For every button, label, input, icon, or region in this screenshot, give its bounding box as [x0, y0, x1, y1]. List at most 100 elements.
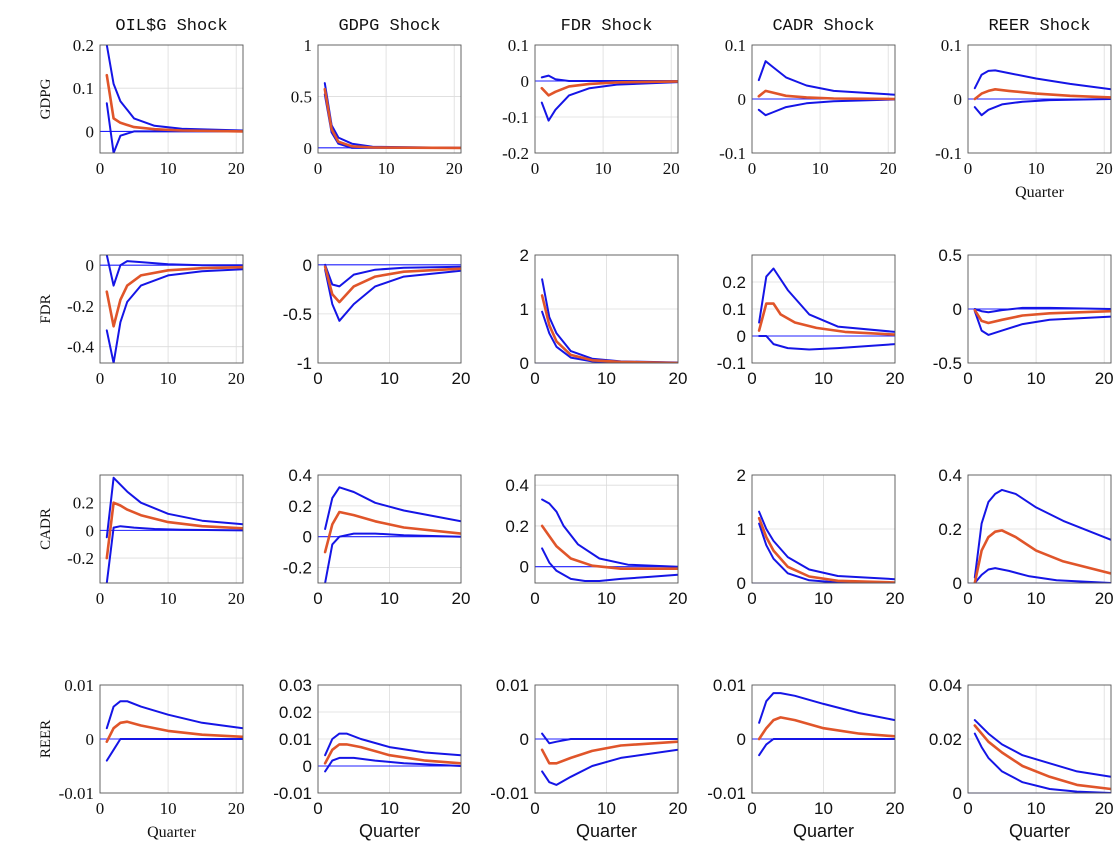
- x-axis-label: Quarter: [359, 821, 420, 841]
- upper-band-line: [758, 267, 895, 333]
- y-tick-label: 0: [86, 521, 95, 540]
- x-tick-label: 20: [228, 159, 245, 178]
- x-tick-label: 20: [446, 159, 463, 178]
- x-tick-label: 20: [886, 799, 905, 818]
- upper-band-line: [758, 692, 895, 724]
- panel-r1-c1: -1 -0.5 0 0 10 20: [283, 254, 470, 388]
- x-tick-label: 20: [452, 589, 471, 608]
- y-tick-label: 0.2: [288, 497, 312, 516]
- x-tick-label: 20: [1095, 369, 1114, 388]
- x-tick-label: 10: [814, 589, 833, 608]
- y-tick-label: 2: [520, 246, 529, 265]
- panel-r0-c3: -0.100.10 10 20: [719, 36, 897, 178]
- y-tick-label: 0.5: [938, 246, 962, 265]
- x-tick-label: 0: [96, 589, 105, 608]
- y-tick-label: 0.01: [713, 676, 746, 695]
- y-tick-label: 0.4: [505, 476, 529, 495]
- y-tick-label: 0: [86, 122, 95, 141]
- lower-band-line: [973, 567, 1111, 583]
- y-tick-label: 0.2: [73, 36, 94, 55]
- median-response-line: [323, 743, 461, 765]
- median-response-line: [973, 88, 1111, 101]
- y-tick-label: -0.01: [59, 784, 94, 803]
- median-response-line: [323, 87, 461, 150]
- y-tick-label: 0.1: [941, 36, 962, 55]
- lower-band-line: [541, 748, 678, 786]
- median-response-line: [757, 716, 895, 741]
- lower-band-line: [105, 525, 243, 583]
- column-title-3: CADR Shock: [772, 17, 874, 36]
- x-tick-label: 10: [380, 369, 399, 388]
- upper-band-line: [973, 719, 1111, 778]
- y-tick-label: 0.01: [279, 730, 312, 749]
- x-tick-label: 10: [160, 799, 177, 818]
- x-tick-label: 20: [886, 589, 905, 608]
- upper-band-line: [973, 488, 1111, 579]
- x-tick-label: 20: [880, 159, 897, 178]
- y-tick-label: -0.1: [502, 108, 529, 127]
- y-tick-label: -0.2: [283, 559, 312, 578]
- lower-band-line: [973, 732, 1111, 793]
- lower-band-line: [324, 756, 461, 773]
- median-response-line: [323, 510, 461, 554]
- y-tick-label: 0: [953, 784, 962, 803]
- upper-band-line: [105, 476, 243, 539]
- axes-frame: [534, 474, 679, 584]
- x-tick-label: 0: [531, 159, 540, 178]
- axes-frame: [317, 254, 462, 364]
- lower-band-line: [324, 532, 461, 583]
- panel-r3-c4: 0 0.02 0.04 0 10 20 Quarter: [929, 676, 1114, 841]
- x-tick-label: 10: [160, 369, 177, 388]
- y-tick-label: -0.4: [67, 338, 94, 357]
- axes-frame: [317, 474, 462, 584]
- y-tick-label: 0: [737, 730, 746, 749]
- x-tick-label: 10: [378, 159, 395, 178]
- median-response-line: [973, 308, 1111, 325]
- y-tick-label: 0: [737, 574, 746, 593]
- axes-frame: [317, 44, 462, 154]
- panel-r0-c2: -0.2 -0.1 0 0.1 0 10 20: [502, 36, 680, 178]
- y-tick-label: 0.1: [725, 36, 746, 55]
- x-tick-label: 0: [963, 799, 972, 818]
- y-tick-label: -0.1: [719, 144, 746, 163]
- y-tick-label: -0.01: [490, 784, 529, 803]
- x-tick-label: 10: [1027, 589, 1046, 608]
- lower-band-line: [105, 738, 243, 762]
- x-tick-label: 0: [747, 799, 756, 818]
- panel-r2-c4: 0 0.2 0.4 0 10 20: [938, 466, 1113, 608]
- x-tick-label: 10: [380, 589, 399, 608]
- x-tick-label: 0: [313, 589, 322, 608]
- y-tick-label: -0.5: [933, 354, 962, 373]
- axes-frame: [967, 684, 1112, 794]
- panel-r2-c1: -0.200.20.40 10 20: [283, 466, 471, 608]
- x-tick-label: 0: [963, 369, 972, 388]
- axes-frame: [751, 474, 896, 584]
- x-tick-label: 20: [228, 589, 245, 608]
- y-tick-label: 2: [737, 466, 746, 485]
- upper-band-line: [757, 60, 895, 96]
- median-response-line: [973, 529, 1111, 583]
- x-tick-label: 0: [964, 159, 973, 178]
- x-tick-label: 20: [1095, 589, 1114, 608]
- median-response-line: [540, 294, 678, 363]
- axes-frame: [99, 254, 244, 364]
- x-tick-label: 20: [669, 799, 688, 818]
- axes-frame: [99, 684, 244, 794]
- x-axis-label: Quarter: [147, 824, 197, 841]
- x-tick-label: 0: [96, 799, 105, 818]
- y-tick-label: -0.2: [67, 549, 94, 568]
- axes-frame: [967, 44, 1112, 154]
- y-tick-label: 0.01: [496, 676, 529, 695]
- y-tick-label: -1: [297, 354, 312, 373]
- axes-frame: [99, 44, 244, 154]
- y-tick-label: 0.1: [73, 79, 94, 98]
- y-tick-label: 0: [954, 90, 963, 109]
- y-tick-label: 0: [520, 354, 529, 373]
- x-tick-label: 10: [1027, 369, 1046, 388]
- column-title-2: FDR Shock: [561, 17, 653, 36]
- y-tick-label: 0: [86, 256, 95, 275]
- x-tick-label: 0: [314, 159, 323, 178]
